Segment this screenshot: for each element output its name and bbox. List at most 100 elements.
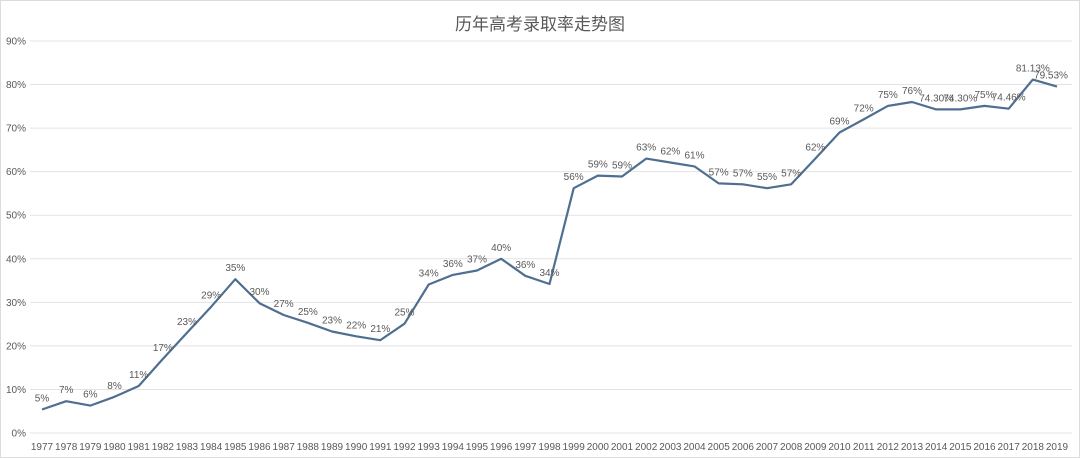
y-tick-label: 0% <box>12 429 27 440</box>
data-label: 11% <box>129 370 148 381</box>
x-tick-label: 2003 <box>659 442 682 453</box>
x-tick-label: 1997 <box>514 442 537 453</box>
data-label: 74.30% <box>919 93 953 104</box>
data-label: 7% <box>59 385 74 396</box>
data-label: 27% <box>274 299 294 310</box>
data-label: 36% <box>515 260 535 271</box>
x-tick-label: 1995 <box>466 442 489 453</box>
x-tick-label: 2018 <box>1022 442 1045 453</box>
data-label: 34% <box>419 268 439 279</box>
data-label: 74.30% <box>943 93 977 104</box>
data-label: 62% <box>805 143 825 154</box>
x-tick-label: 2000 <box>587 442 610 453</box>
x-tick-label: 1987 <box>273 442 296 453</box>
data-label: 63% <box>636 143 656 154</box>
x-tick-label: 1993 <box>418 442 441 453</box>
x-tick-label: 2011 <box>853 442 875 453</box>
data-label: 17% <box>153 343 173 354</box>
data-label: 75% <box>974 90 994 101</box>
chart-title: 历年高考录取率走势图 <box>455 15 625 35</box>
data-label: 79.53% <box>1034 71 1068 82</box>
x-tick-label: 2015 <box>949 442 972 453</box>
x-tick-label: 1977 <box>31 442 54 453</box>
y-tick-label: 80% <box>6 80 26 91</box>
data-label: 72% <box>854 103 874 114</box>
x-tick-label: 1996 <box>490 442 513 453</box>
data-label: 35% <box>225 263 245 274</box>
data-label: 57% <box>733 168 753 179</box>
x-tick-label: 2004 <box>683 442 706 453</box>
data-label: 74.46% <box>992 93 1026 104</box>
x-tick-label: 2008 <box>780 442 803 453</box>
data-label: 22% <box>346 320 366 331</box>
x-tick-label: 1990 <box>345 442 368 453</box>
x-tick-label: 1984 <box>200 442 223 453</box>
data-label: 57% <box>781 168 801 179</box>
x-tick-label: 1980 <box>103 442 126 453</box>
x-tick-label: 2012 <box>877 442 900 453</box>
x-tick-label: 2002 <box>635 442 658 453</box>
x-tick-label: 2019 <box>1046 442 1069 453</box>
data-label: 5% <box>35 393 50 404</box>
data-label: 21% <box>370 324 390 335</box>
y-tick-label: 20% <box>6 341 26 352</box>
data-label: 59% <box>588 160 608 171</box>
x-tick-label: 1985 <box>224 442 247 453</box>
x-tick-label: 2007 <box>756 442 779 453</box>
data-label: 61% <box>684 150 704 161</box>
x-tick-label: 1988 <box>297 442 320 453</box>
x-tick-label: 1978 <box>55 442 78 453</box>
data-label: 57% <box>709 167 729 178</box>
data-label: 76% <box>902 86 922 97</box>
x-tick-label: 1983 <box>176 442 199 453</box>
data-label: 56% <box>564 172 584 183</box>
data-label: 55% <box>757 172 777 183</box>
y-tick-label: 70% <box>6 124 26 135</box>
x-tick-label: 2016 <box>973 442 996 453</box>
x-tick-label: 2010 <box>828 442 851 453</box>
x-tick-label: 2005 <box>708 442 731 453</box>
x-tick-label: 2009 <box>804 442 827 453</box>
x-tick-label: 1989 <box>321 442 344 453</box>
data-label: 37% <box>467 255 487 266</box>
y-tick-label: 40% <box>6 254 26 265</box>
x-tick-label: 2013 <box>901 442 924 453</box>
x-tick-label: 2017 <box>998 442 1021 453</box>
x-tick-label: 2001 <box>611 442 634 453</box>
x-tick-label: 1999 <box>563 442 586 453</box>
y-tick-label: 50% <box>6 211 26 222</box>
x-tick-label: 1979 <box>79 442 102 453</box>
x-tick-label: 1994 <box>442 442 465 453</box>
y-tick-label: 60% <box>6 167 26 178</box>
data-label: 29% <box>201 291 221 302</box>
data-label: 62% <box>660 147 680 158</box>
data-line <box>41 78 1058 411</box>
data-label: 40% <box>491 243 511 254</box>
y-tick-label: 90% <box>6 37 26 48</box>
data-label: 25% <box>394 308 414 319</box>
data-label: 59% <box>612 160 632 171</box>
y-tick-label: 30% <box>6 298 26 309</box>
x-tick-label: 1991 <box>369 442 392 453</box>
data-label: 6% <box>83 390 98 401</box>
x-tick-label: 1998 <box>538 442 561 453</box>
data-label: 34% <box>539 268 559 279</box>
data-label: 23% <box>177 317 197 328</box>
data-label: 36% <box>443 259 463 270</box>
x-tick-label: 1981 <box>128 442 151 453</box>
x-tick-label: 1986 <box>248 442 271 453</box>
y-tick-label: 10% <box>6 385 26 396</box>
x-tick-label: 2014 <box>925 442 948 453</box>
x-tick-label: 1992 <box>393 442 416 453</box>
x-tick-label: 1982 <box>152 442 175 453</box>
data-label: 8% <box>107 381 122 392</box>
data-label: 30% <box>249 287 269 298</box>
data-label: 23% <box>322 316 342 327</box>
data-label: 69% <box>829 116 849 127</box>
data-label: 25% <box>298 307 318 318</box>
data-label: 75% <box>878 90 898 101</box>
data-label: 81.13% <box>1016 64 1050 75</box>
x-tick-label: 2006 <box>732 442 755 453</box>
